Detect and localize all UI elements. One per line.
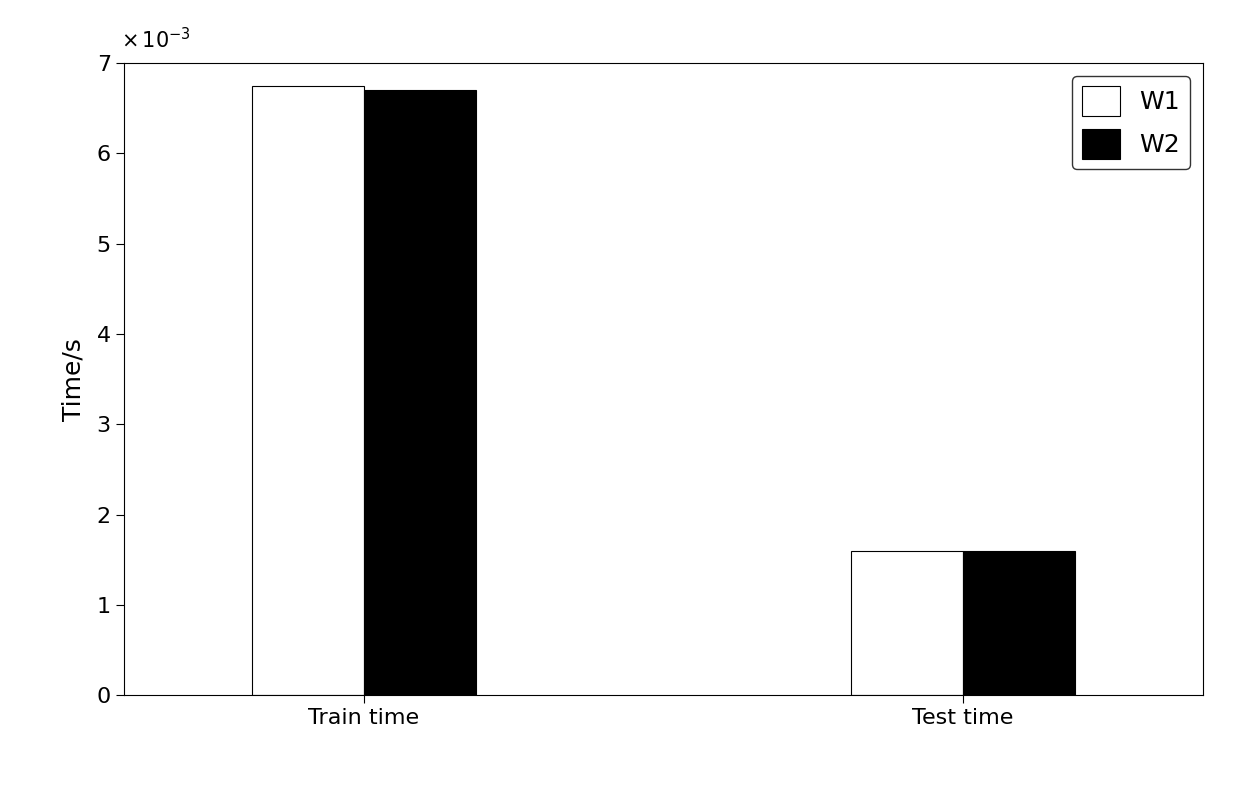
Bar (963, 551, 1075, 695)
Bar (363, 90, 476, 695)
Text: $\times\,10^{-3}$: $\times\,10^{-3}$ (122, 27, 191, 52)
Legend: W1, W2: W1, W2 (1073, 76, 1190, 169)
Y-axis label: Time/s: Time/s (62, 338, 86, 420)
Bar (252, 86, 363, 695)
Bar (851, 551, 963, 695)
